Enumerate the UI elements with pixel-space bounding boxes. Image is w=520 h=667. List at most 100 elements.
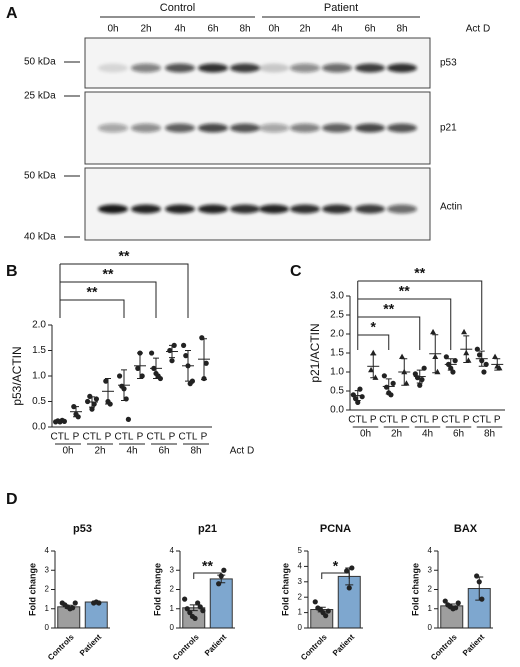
data-point xyxy=(476,579,482,585)
data-point xyxy=(355,399,361,405)
data-point xyxy=(455,600,461,606)
x-tick-label: CTL xyxy=(348,415,367,426)
sd-bar xyxy=(153,357,159,380)
y-tick-label: 3 xyxy=(428,565,433,574)
size-marker: 50 kDa xyxy=(24,171,56,182)
y-axis-title: Fold change xyxy=(27,563,37,616)
sd-bar xyxy=(137,352,143,380)
y-tick-label: 0.5 xyxy=(330,386,344,397)
bracket-line xyxy=(321,572,350,579)
blot-band xyxy=(387,204,417,214)
data-point xyxy=(368,366,375,373)
blot-band xyxy=(98,204,128,214)
x-tick-label: P xyxy=(105,432,112,443)
data-point xyxy=(349,565,355,571)
y-tick-label: 1.0 xyxy=(330,367,344,378)
blot-band xyxy=(355,204,385,214)
y-tick-label: 0.5 xyxy=(32,396,46,407)
blot-band xyxy=(230,63,260,73)
significance-label: ** xyxy=(87,284,98,300)
lane-label: 8h xyxy=(239,24,250,35)
size-marker: 50 kDa xyxy=(24,57,56,68)
lane-label: 6h xyxy=(207,24,218,35)
data-point xyxy=(200,608,206,614)
panel-label: A xyxy=(6,5,18,22)
y-tick-label: 2 xyxy=(298,592,303,601)
panel-label: D xyxy=(6,491,18,508)
data-point xyxy=(85,398,91,405)
sd-bar xyxy=(185,350,191,382)
blot-band xyxy=(387,123,417,133)
x-tick-label: P xyxy=(463,415,470,426)
blot-band xyxy=(290,204,320,214)
lane-label: 4h xyxy=(331,24,342,35)
group-label: 0h xyxy=(62,446,73,457)
data-point xyxy=(417,382,423,388)
y-tick-label: 2 xyxy=(45,585,50,594)
blot-band xyxy=(98,123,128,133)
data-point xyxy=(350,392,356,398)
sd-bar xyxy=(385,378,392,395)
data-point xyxy=(181,342,187,348)
size-marker: 40 kDa xyxy=(24,232,56,243)
bracket-line xyxy=(357,316,421,350)
data-point xyxy=(370,349,377,356)
y-tick-label: 3 xyxy=(170,565,175,574)
data-point xyxy=(346,585,352,591)
row-label: Actin xyxy=(440,202,462,213)
data-point xyxy=(474,346,480,352)
y-tick-label: 1 xyxy=(428,604,433,613)
row-label: p53 xyxy=(440,58,457,69)
data-point xyxy=(187,610,193,616)
x-tick-label: P xyxy=(432,415,439,426)
sd-bar xyxy=(89,396,95,408)
data-point xyxy=(465,357,472,363)
data-point xyxy=(197,604,203,610)
y-tick-label: 4 xyxy=(170,546,175,555)
x-tick-label: CTL xyxy=(179,432,198,443)
chart-title: p21 xyxy=(198,523,217,535)
data-point xyxy=(221,567,227,573)
y-tick-label: 0 xyxy=(45,623,50,632)
data-point xyxy=(70,605,76,611)
y-tick-label: 0.0 xyxy=(330,405,344,416)
group-label: Control xyxy=(160,2,195,14)
data-point xyxy=(139,373,145,379)
lane-label: 2h xyxy=(140,24,151,35)
data-point xyxy=(203,360,209,366)
blot-band xyxy=(165,63,195,73)
x-tick-label: P xyxy=(169,432,176,443)
data-point xyxy=(381,373,387,379)
size-marker: 25 kDa xyxy=(24,91,56,102)
sd-bar xyxy=(401,358,408,386)
blot-band xyxy=(98,63,128,73)
significance-label: ** xyxy=(383,301,394,317)
blot-band xyxy=(230,123,260,133)
x-tick-label: CTL xyxy=(410,415,429,426)
data-point xyxy=(93,396,99,402)
y-axis-title: p21/ACTIN xyxy=(308,323,322,382)
data-point xyxy=(450,369,456,375)
data-point xyxy=(481,369,487,375)
data-point xyxy=(216,581,222,587)
data-point xyxy=(421,365,427,371)
data-point xyxy=(192,615,198,621)
blot-band xyxy=(290,63,320,73)
data-point xyxy=(452,358,458,364)
x-tick-label: P xyxy=(137,432,144,443)
data-point xyxy=(442,598,448,604)
x-tick-label: P xyxy=(401,415,408,426)
sd-bar xyxy=(57,419,63,423)
group-label: 6h xyxy=(158,446,169,457)
data-point xyxy=(453,605,459,611)
significance-label: ** xyxy=(414,265,425,281)
data-point xyxy=(103,378,109,384)
data-point xyxy=(184,606,190,612)
data-point xyxy=(474,573,480,579)
y-axis-title: Fold change xyxy=(152,563,162,616)
group-label: 2h xyxy=(94,446,105,457)
data-point xyxy=(443,354,449,360)
bracket-line xyxy=(60,263,189,318)
y-axis-title: p53/ACTIN xyxy=(10,346,24,405)
